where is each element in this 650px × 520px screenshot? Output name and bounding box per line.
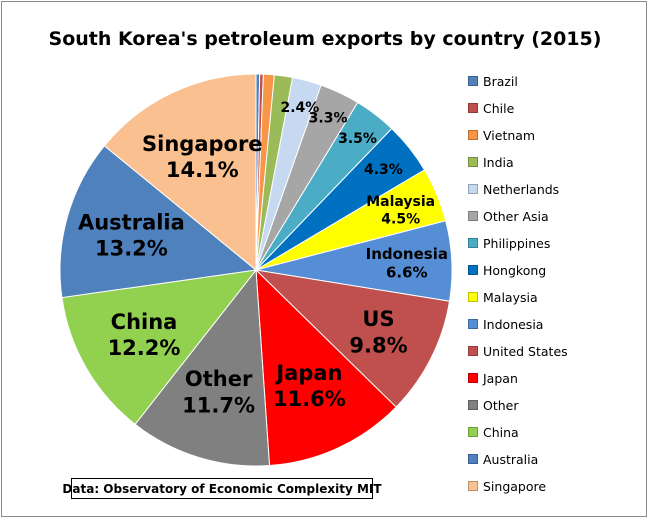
data-label-indonesia: Indonesia 6.6% [366,245,448,282]
legend-swatch [468,130,478,140]
slice-australia [59,145,258,299]
data-label-singapore: Singapore 14.1% [142,132,263,182]
legend-swatch [468,76,478,86]
slice-other [134,268,271,467]
legend-swatch [468,157,478,167]
legend-label: Other [483,397,519,413]
legend-swatch [468,265,478,275]
legend-label: India [483,154,514,170]
legend-item-singapore: Singapore [468,478,546,494]
legend-swatch [468,427,478,437]
legend-item-vietnam: Vietnam [468,127,535,143]
legend-item-other: Other [468,397,519,413]
data-label-other: Other 11.7% [182,367,255,417]
data-label-hongkong: 4.3% [364,162,403,178]
legend-item-hongkong: Hongkong [468,262,546,278]
legend-item-philippines: Philippines [468,235,550,251]
data-label-australia: Australia 13.2% [78,210,185,260]
data-label-united-states: US 9.8% [349,307,407,357]
data-label-netherlands: 2.4% [280,100,319,116]
legend-label: Other Asia [483,208,549,224]
legend-label: Singapore [483,478,547,494]
chart-title: South Korea's petroleum exports by count… [48,28,602,50]
legend-swatch [468,346,478,356]
data-label-china: China 12.2% [108,310,181,360]
legend-item-india: India [468,154,514,170]
legend-label: Indonesia [483,316,544,332]
legend-item-brazil: Brazil [468,73,518,89]
legend-item-indonesia: Indonesia [468,316,543,332]
data-label-philippines: 3.5% [338,131,377,147]
legend-item-netherlands: Netherlands [468,181,559,197]
slice-united-states [254,269,451,408]
legend-item-chile: Chile [468,100,514,116]
legend-swatch [468,319,478,329]
legend-swatch [468,454,478,464]
legend-label: Vietnam [483,127,536,143]
legend-item-japan: Japan [468,370,518,386]
data-label-other-asia: 3.3% [309,111,348,127]
data-label-malaysia: Malaysia 4.5% [366,194,435,228]
legend-item-other-asia: Other Asia [468,208,549,224]
legend-label: Australia [483,451,539,467]
legend-item-malaysia: Malaysia [468,289,538,305]
legend-label: Brazil [483,73,518,89]
legend-swatch [468,400,478,410]
slice-china [61,269,258,425]
legend-item-australia: Australia [468,451,538,467]
legend-label: Philippines [483,235,551,251]
legend-label: Chile [483,100,515,116]
legend-swatch [468,373,478,383]
legend-swatch [468,292,478,302]
legend-label: Japan [483,370,518,386]
legend-swatch [468,103,478,113]
legend-swatch [468,481,478,491]
legend-label: China [483,424,519,440]
legend-label: Netherlands [483,181,560,197]
legend-label: Hongkong [483,262,547,278]
data-label-japan: Japan 11.6% [273,361,346,411]
legend-swatch [468,211,478,221]
legend-swatch [468,184,478,194]
legend-label: Malaysia [483,289,538,305]
slice-japan [255,268,397,467]
slice-singapore [103,73,257,272]
legend-swatch [468,238,478,248]
legend-item-united-states: United States [468,343,568,359]
legend-item-china: China [468,424,519,440]
legend-label: United States [483,343,568,359]
source-note: Data: Observatory of Economic Complexity… [62,478,382,499]
